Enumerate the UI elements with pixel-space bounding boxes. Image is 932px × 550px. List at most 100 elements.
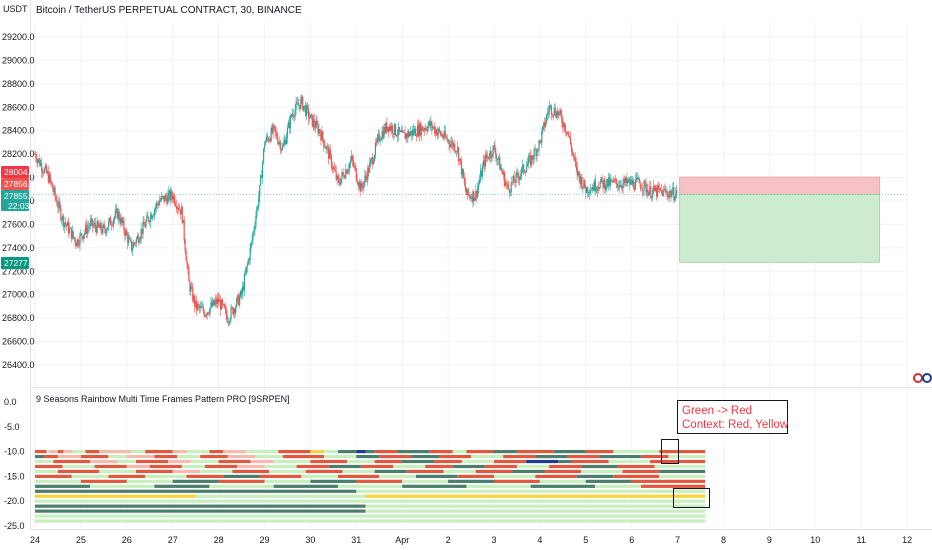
pattern-segment [223, 450, 247, 454]
candle-body [349, 163, 351, 170]
candle-body [316, 120, 318, 125]
candle-body [46, 171, 49, 174]
candle-body [576, 166, 578, 176]
indicator-axis-labels[interactable]: 0.0 -5.0 -10.0 -15.0 -20.0 -25.0 [4, 397, 25, 531]
candle-body [479, 179, 481, 184]
candle-body [430, 121, 432, 126]
candle-body [505, 182, 508, 185]
candle-body [338, 179, 340, 184]
candle-body [275, 131, 277, 133]
candle-body [664, 189, 666, 192]
candle-body [383, 127, 385, 138]
chart-title[interactable]: Bitcoin / TetherUS PERPETUAL CONTRACT, 3… [36, 5, 302, 16]
annotation-callout[interactable]: Green -> Red Context: Red, Yellow [677, 400, 789, 434]
candle-body [208, 313, 210, 315]
candle-body [535, 149, 537, 157]
annotation-box [677, 400, 788, 434]
candle-body [587, 187, 589, 194]
candle-body [202, 306, 204, 312]
candle-body [439, 131, 442, 136]
price-tick-label: 26600.0 [2, 337, 35, 347]
highlight-box-context[interactable] [661, 439, 679, 464]
candle-body [93, 222, 95, 226]
candle-body [175, 205, 178, 209]
candle-body [201, 306, 203, 308]
pattern-segment [466, 450, 494, 454]
pattern-segment [328, 464, 361, 469]
candle-body [524, 172, 527, 173]
pattern-segment [461, 459, 494, 464]
candle-body [264, 141, 267, 146]
pattern-segment [145, 474, 187, 478]
candle-body [438, 128, 441, 132]
pattern-segment [434, 459, 462, 464]
candle-body [137, 235, 139, 243]
candle-body [463, 177, 465, 182]
candle-body [331, 167, 333, 169]
take-profit-zone[interactable] [679, 193, 881, 263]
candle-body [126, 230, 128, 235]
indicator-title[interactable]: 9 Seasons Rainbow Multi Time Frames Patt… [36, 394, 290, 404]
candle-body [387, 127, 389, 132]
candle-body [423, 129, 425, 131]
candle-body [524, 172, 526, 173]
candle-body [170, 190, 172, 200]
candle-body [314, 125, 316, 129]
broker-logo-icon[interactable] [913, 373, 932, 383]
candle-body [43, 172, 45, 173]
pattern-segment [310, 459, 348, 464]
candle-body [123, 220, 125, 231]
candle-body [204, 315, 206, 317]
candle-body [433, 126, 435, 128]
pattern-segment [640, 484, 706, 488]
candle-body [293, 116, 295, 118]
pattern-segment [35, 494, 196, 498]
candle-body [512, 176, 514, 183]
candle-body [144, 225, 146, 228]
candle-body [152, 216, 154, 219]
candle-body [476, 190, 478, 197]
last-price-tag [1, 190, 29, 211]
candle-body [130, 240, 133, 251]
candle-body [318, 129, 320, 134]
pattern-segment [310, 479, 357, 483]
candle-body [443, 130, 445, 138]
candle-body [308, 118, 311, 119]
candle-body [265, 136, 268, 142]
candle-body [64, 222, 66, 227]
candle-body [654, 185, 656, 192]
pattern-segment [425, 464, 453, 469]
candle-body [119, 219, 121, 224]
candle-body [122, 220, 124, 223]
candle-body [589, 192, 591, 194]
candle-body [544, 122, 546, 127]
candle-body [451, 141, 453, 144]
candle-body [268, 139, 270, 141]
highlight-box-signal[interactable] [673, 488, 710, 508]
candle-body [412, 129, 414, 136]
pattern-segment [402, 479, 449, 483]
candle-body [248, 259, 250, 261]
candle-body [365, 175, 367, 177]
candle-body [366, 176, 368, 181]
candle-body [192, 287, 194, 301]
pattern-segment [535, 454, 568, 459]
candle-body [569, 137, 572, 145]
candle-body [148, 217, 150, 222]
candle-body [595, 190, 597, 192]
stop-loss-zone[interactable] [679, 176, 881, 195]
candle-body [571, 151, 574, 153]
candle-body [105, 230, 107, 234]
time-axis-labels[interactable]: 24 25 26 27 28 29 30 31 Apr 2 3 4 5 6 7 8 9 10 11 12 [30, 535, 912, 545]
candle-body [142, 221, 144, 234]
candle-body [259, 184, 261, 197]
candle-body [548, 106, 551, 112]
pattern-segment [273, 459, 311, 464]
candle-body [350, 156, 353, 161]
pattern-segment [57, 450, 61, 454]
pattern-segment [172, 450, 187, 454]
candle-body [359, 181, 361, 192]
candle-body [179, 209, 181, 215]
candle-body [189, 281, 191, 292]
